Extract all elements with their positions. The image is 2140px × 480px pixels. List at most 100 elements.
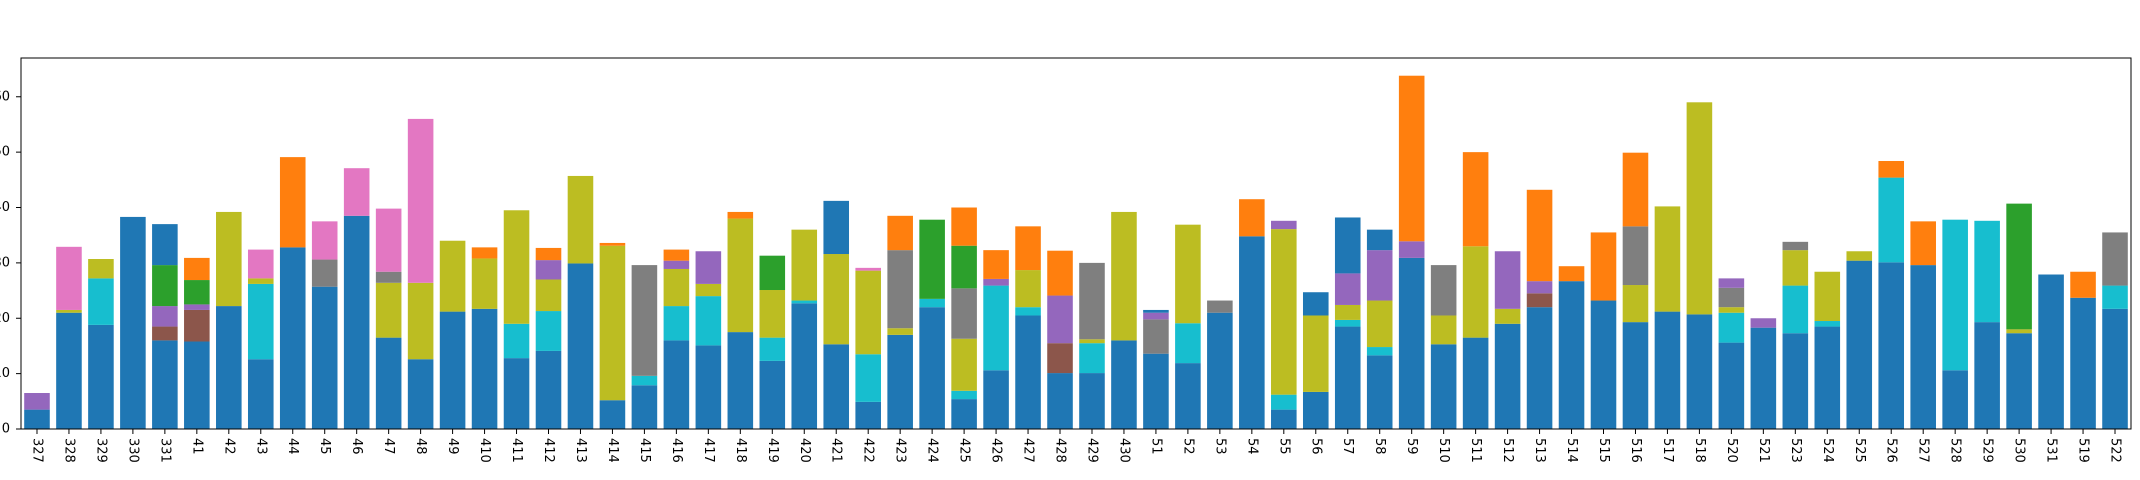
bar-segment (1494, 323, 1521, 429)
bar-segment (471, 308, 498, 429)
x-tick-label: 55 (1276, 438, 1291, 455)
bar-segment (663, 268, 690, 307)
bar-segment (631, 385, 658, 429)
bar-segment (695, 345, 722, 429)
bar-segment (1047, 295, 1073, 344)
bar-segment (1526, 189, 1553, 282)
bar-segment (247, 283, 274, 360)
bar-segment (2070, 271, 2096, 298)
x-tick-label: 429 (1084, 438, 1099, 463)
bar-segment (1302, 315, 1329, 392)
bar-segment (184, 257, 210, 281)
bar-segment (1079, 343, 1105, 374)
bar-segment (503, 323, 530, 359)
bar-segment (56, 312, 82, 429)
bar-segment (1430, 265, 1457, 316)
bar-segment (1366, 229, 1393, 251)
bar-segment (1015, 307, 1041, 316)
bar-segment (1622, 322, 1649, 429)
bar-segment (216, 211, 242, 307)
bar-segment (1239, 236, 1265, 429)
x-tick-label: 53 (1212, 438, 1227, 455)
bar-segment (1942, 219, 1968, 371)
bar-segment (247, 249, 274, 279)
bar-segment (1622, 285, 1649, 323)
bar-segment (56, 309, 82, 313)
bar-segment (663, 249, 690, 261)
bar-segment (951, 245, 977, 289)
bar-segment (184, 304, 210, 310)
bar-segment (1686, 314, 1713, 429)
bar-segment (439, 311, 466, 429)
bar-segment (1015, 226, 1041, 271)
bar-segment (1398, 241, 1425, 258)
bar-segment (343, 215, 370, 429)
x-tick-label: 516 (1628, 438, 1643, 463)
bar-segment (1910, 265, 1936, 429)
bar-segment (1782, 285, 1809, 334)
x-tick-label: 426 (989, 438, 1004, 463)
x-tick-label: 52 (1180, 438, 1195, 455)
bar-segment (247, 278, 274, 284)
bar-segment (1558, 266, 1585, 282)
bar-segment (1334, 273, 1361, 305)
bar-segment (983, 278, 1009, 286)
bar-segment (535, 350, 562, 429)
x-tick-label: 57 (1340, 438, 1355, 455)
x-tick-label: 54 (1244, 438, 1259, 455)
bar-segment (759, 290, 786, 338)
x-tick-label: 48 (413, 438, 428, 455)
bar-segment (343, 168, 370, 216)
bar-segment (1430, 344, 1457, 429)
x-tick-label: 59 (1404, 438, 1419, 455)
x-tick-label: 519 (2076, 438, 2091, 463)
bar-segment (2006, 329, 2032, 334)
bar-segment (88, 278, 114, 325)
bar-segment (1910, 221, 1936, 266)
bar-segment (887, 328, 913, 335)
bar-segment (1494, 308, 1521, 324)
x-tick-label: 530 (2012, 438, 2027, 463)
x-tick-label: 527 (1916, 438, 1931, 463)
bar-segment (2038, 274, 2064, 429)
bar-segment (887, 250, 913, 329)
bar-segment (184, 280, 210, 305)
y-tick-label: 40 (0, 200, 10, 215)
bar-segment (887, 215, 913, 251)
bar-segment (1590, 232, 1617, 301)
x-tick-label: 412 (541, 438, 556, 463)
bar-segment (983, 285, 1009, 371)
bar-segment (1526, 293, 1553, 308)
x-tick-label: 56 (1308, 438, 1323, 455)
y-tick-label: 30 (0, 255, 10, 270)
bar-segment (663, 260, 690, 269)
bar-segment (535, 260, 562, 280)
x-tick-label: 419 (765, 438, 780, 463)
bar-segment (184, 341, 210, 429)
x-tick-label: 328 (61, 438, 76, 463)
x-tick-label: 411 (509, 438, 524, 463)
x-tick-label: 518 (1692, 438, 1707, 463)
bar-segment (1974, 322, 2000, 429)
bar-segment (1175, 363, 1201, 429)
x-tick-label: 415 (637, 438, 652, 463)
x-tick-label: 528 (1948, 438, 1963, 463)
bar-segment (1334, 304, 1361, 320)
bar-segment (951, 338, 977, 391)
bar-segment (983, 250, 1009, 279)
bar-segment (152, 265, 178, 307)
bar-segment (695, 296, 722, 346)
bar-segment (1366, 347, 1393, 356)
x-tick-label: 513 (1532, 438, 1547, 463)
bar-segment (1143, 353, 1169, 429)
x-tick-label: 43 (253, 438, 268, 455)
plot-frame (20, 57, 2132, 430)
x-tick-label: 511 (1468, 438, 1483, 463)
bar-segment (919, 298, 945, 308)
bar-segment (663, 306, 690, 341)
x-tick-label: 418 (733, 438, 748, 463)
bar-segment (983, 370, 1009, 429)
x-tick-label: 330 (125, 438, 140, 463)
bar-segment (24, 393, 50, 410)
